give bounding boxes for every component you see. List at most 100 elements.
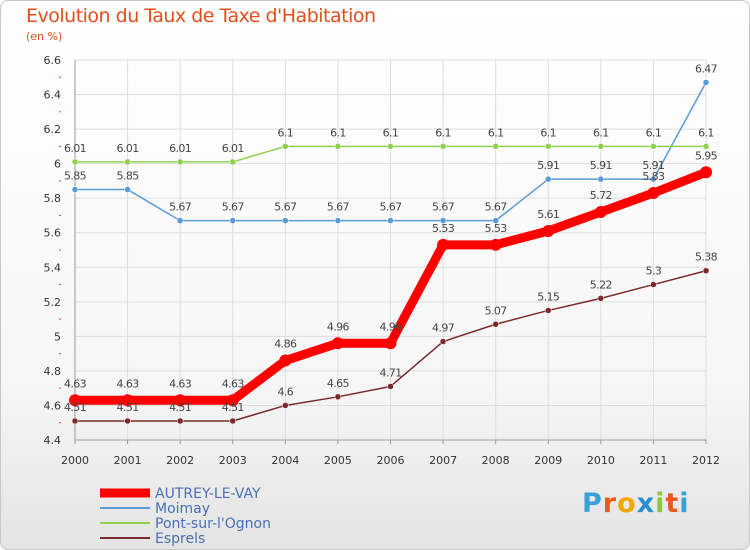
x-tick-label: 2011 bbox=[639, 454, 667, 467]
data-point-esprels bbox=[282, 402, 289, 409]
x-tick-label: 2003 bbox=[219, 454, 247, 467]
series-group bbox=[69, 79, 712, 425]
x-tick-label: 2010 bbox=[587, 454, 615, 467]
data-point-moimay bbox=[650, 175, 657, 183]
data-label-autrey-le-vay: 4.63 bbox=[222, 377, 245, 390]
logo-letter: t bbox=[665, 488, 680, 519]
data-label-autrey-le-vay: 5.61 bbox=[537, 208, 559, 221]
data-label-pont-sur-l-ognon: 6.01 bbox=[117, 142, 139, 155]
logo-letter: x bbox=[636, 488, 656, 519]
data-label-esprels: 4.51 bbox=[117, 401, 139, 414]
x-tick-label: 2002 bbox=[166, 454, 194, 467]
y-tick-label: 6.6 bbox=[44, 54, 62, 67]
data-label-pont-sur-l-ognon: 6.1 bbox=[330, 126, 346, 139]
data-point-esprels bbox=[229, 417, 236, 425]
data-label-autrey-le-vay: 5.72 bbox=[590, 189, 612, 202]
data-label-pont-sur-l-ognon: 6.1 bbox=[646, 126, 662, 139]
data-label-esprels: 4.51 bbox=[64, 401, 86, 414]
data-point-autrey-le-vay bbox=[542, 225, 555, 237]
data-label-autrey-le-vay: 4.63 bbox=[64, 377, 87, 390]
data-point-pont-sur-l-ognon bbox=[545, 143, 552, 150]
data-point-moimay bbox=[71, 186, 79, 193]
data-label-autrey-le-vay: 5.83 bbox=[642, 170, 665, 183]
y-tick-label: 4.8 bbox=[44, 365, 62, 378]
y-tick-label: 5.2 bbox=[44, 296, 62, 309]
data-label-moimay: 5.67 bbox=[485, 201, 508, 214]
chart-subtitle: (en %) bbox=[26, 30, 63, 43]
data-point-autrey-le-vay bbox=[226, 394, 239, 407]
data-point-moimay bbox=[387, 217, 394, 224]
data-point-esprels bbox=[387, 383, 394, 390]
data-point-pont-sur-l-ognon bbox=[334, 143, 342, 150]
data-point-pont-sur-l-ognon bbox=[492, 143, 499, 150]
data-point-esprels bbox=[176, 417, 184, 425]
data-label-pont-sur-l-ognon: 6.01 bbox=[64, 142, 86, 155]
chart-title: Evolution du Taux de Taxe d'Habitation bbox=[26, 5, 376, 27]
data-label-pont-sur-l-ognon: 6.1 bbox=[488, 126, 504, 139]
data-point-pont-sur-l-ognon bbox=[176, 158, 184, 166]
data-label-esprels: 4.51 bbox=[222, 401, 244, 414]
data-point-pont-sur-l-ognon bbox=[71, 158, 79, 166]
y-tick-label: 4.4 bbox=[44, 434, 62, 447]
data-label-autrey-le-vay: 4.96 bbox=[379, 320, 402, 333]
x-tick-label: 2008 bbox=[482, 454, 510, 467]
y-tick-label: 6 bbox=[54, 158, 61, 171]
data-point-moimay bbox=[229, 217, 236, 224]
y-tick-label: 5.6 bbox=[44, 227, 62, 240]
data-point-autrey-le-vay bbox=[700, 166, 712, 179]
legend-label: Pont-sur-l'Ognon bbox=[155, 516, 271, 532]
data-point-esprels bbox=[650, 281, 657, 288]
data-label-moimay: 5.67 bbox=[169, 201, 192, 214]
logo-letter: i bbox=[655, 488, 666, 519]
data-point-pont-sur-l-ognon bbox=[229, 158, 236, 166]
data-label-esprels: 5.07 bbox=[485, 304, 508, 317]
data-label-moimay: 5.67 bbox=[327, 201, 350, 214]
data-point-autrey-le-vay bbox=[594, 206, 607, 218]
data-label-pont-sur-l-ognon: 6.01 bbox=[222, 142, 244, 155]
data-label-pont-sur-l-ognon: 6.1 bbox=[277, 126, 293, 139]
legend: AUTREY-LE-VAYMoimayPont-sur-l'OgnonEspre… bbox=[100, 486, 271, 547]
data-label-autrey-le-vay: 4.86 bbox=[274, 338, 297, 351]
data-label-autrey-le-vay: 5.53 bbox=[432, 222, 455, 235]
data-label-esprels: 5.3 bbox=[646, 265, 662, 278]
y-tick-label: 6.4 bbox=[44, 89, 62, 102]
data-point-moimay bbox=[492, 217, 499, 224]
x-tick-label: 2000 bbox=[61, 454, 89, 467]
data-point-pont-sur-l-ognon bbox=[282, 143, 289, 150]
data-label-moimay: 5.67 bbox=[379, 201, 402, 214]
data-point-autrey-le-vay bbox=[69, 394, 81, 407]
data-point-moimay bbox=[597, 175, 605, 183]
data-label-moimay: 5.91 bbox=[537, 159, 559, 172]
data-label-moimay: 5.85 bbox=[117, 170, 140, 183]
data-point-autrey-le-vay bbox=[174, 394, 187, 407]
y-tick-label: 6.2 bbox=[44, 123, 62, 136]
data-label-autrey-le-vay: 4.63 bbox=[169, 377, 192, 390]
data-point-pont-sur-l-ognon bbox=[650, 143, 657, 150]
data-point-esprels bbox=[545, 307, 552, 314]
x-tick-label: 2005 bbox=[324, 454, 352, 467]
data-label-autrey-le-vay: 5.53 bbox=[485, 222, 508, 235]
data-point-moimay bbox=[124, 186, 131, 193]
x-tick-label: 2004 bbox=[271, 454, 299, 467]
legend-label: AUTREY-LE-VAY bbox=[155, 486, 261, 502]
data-label-pont-sur-l-ognon: 6.01 bbox=[169, 142, 191, 155]
data-point-esprels bbox=[71, 417, 79, 425]
data-point-pont-sur-l-ognon bbox=[124, 158, 131, 166]
data-label-pont-sur-l-ognon: 6.1 bbox=[540, 126, 556, 139]
data-label-autrey-le-vay: 4.96 bbox=[327, 320, 350, 333]
legend-label: Moimay bbox=[155, 501, 210, 517]
data-label-moimay: 6.47 bbox=[695, 62, 718, 75]
data-point-moimay bbox=[282, 217, 289, 224]
data-label-esprels: 5.22 bbox=[590, 278, 612, 291]
data-label-esprels: 4.65 bbox=[327, 377, 350, 390]
data-point-autrey-le-vay bbox=[437, 238, 450, 251]
data-label-moimay: 5.85 bbox=[64, 170, 87, 183]
data-label-autrey-le-vay: 5.95 bbox=[695, 149, 718, 162]
proxiti-logo: Proxiti bbox=[582, 488, 690, 519]
data-point-esprels bbox=[439, 338, 447, 345]
y-tick-label: 5.4 bbox=[44, 261, 62, 274]
y-tick-label: 5 bbox=[54, 330, 61, 343]
data-label-esprels: 4.51 bbox=[169, 401, 191, 414]
